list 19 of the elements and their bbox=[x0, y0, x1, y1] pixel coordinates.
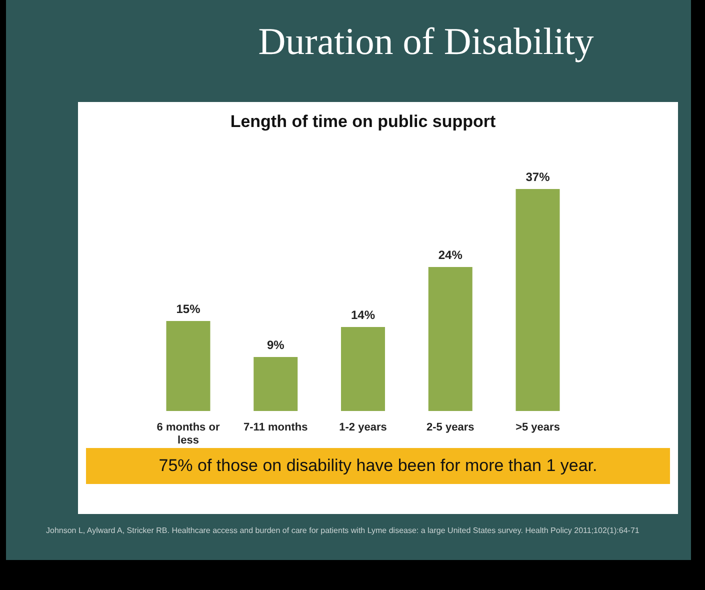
chart-title: Duration of Disability bbox=[257, 20, 595, 64]
bar bbox=[254, 357, 298, 411]
data-label: 24% bbox=[438, 248, 463, 262]
x-tick-label: 6 months or less bbox=[156, 422, 220, 446]
x-tick-label: 7-11 months bbox=[244, 422, 308, 434]
x-tick-label: >5 years bbox=[516, 422, 560, 434]
bar bbox=[166, 321, 210, 411]
text: 75% of those on disability have been for more than 1 year. bbox=[86, 448, 670, 484]
text: Johnson L, Aylward A, Stricker RB. Healthcare access and burden of care for patients with Lyme disease: a large United States survey. Health Policy 2011;102(1):64-71 bbox=[46, 525, 640, 537]
data-label: 14% bbox=[350, 308, 376, 322]
data-label: 37% bbox=[526, 170, 550, 184]
data-label: 15% bbox=[176, 302, 201, 316]
bar bbox=[341, 327, 385, 411]
data-label: 9% bbox=[266, 338, 285, 352]
chart-subtitle: Length of time on public support bbox=[230, 112, 496, 131]
x-tick-label: 1-2 years bbox=[339, 422, 387, 434]
bar bbox=[516, 189, 560, 411]
bar bbox=[428, 267, 472, 411]
x-tick-label: 2-5 years bbox=[426, 422, 474, 434]
